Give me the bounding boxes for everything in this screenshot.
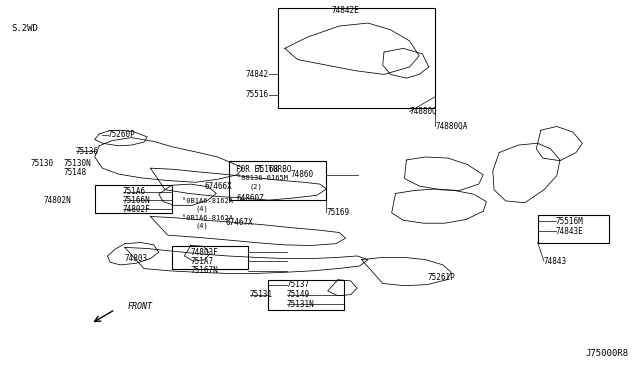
Text: 75130N: 75130N [64, 159, 92, 168]
Text: 74802N: 74802N [44, 196, 71, 205]
Text: 74842: 74842 [246, 70, 269, 79]
Text: 75149: 75149 [287, 290, 310, 299]
Text: 75261P: 75261P [428, 273, 455, 282]
Text: 64860Z: 64860Z [237, 194, 264, 203]
Text: 74803F: 74803F [191, 248, 218, 257]
Text: 75136: 75136 [76, 147, 99, 155]
Text: 75166N: 75166N [123, 196, 150, 205]
Text: 74880QA: 74880QA [435, 122, 468, 131]
Text: 74802F: 74802F [123, 205, 150, 214]
Text: (4): (4) [195, 222, 208, 229]
Text: 67467X: 67467X [225, 218, 253, 227]
Text: 75516M: 75516M [556, 217, 583, 226]
Text: 67466X: 67466X [205, 182, 232, 191]
Text: 751A7: 751A7 [191, 257, 214, 266]
Text: 74860: 74860 [291, 170, 314, 179]
Text: FRONT: FRONT [128, 302, 153, 311]
Text: 75131N: 75131N [287, 300, 314, 309]
Text: 75167N: 75167N [191, 266, 218, 275]
Text: J75000R8: J75000R8 [586, 349, 628, 358]
Text: 75516: 75516 [246, 90, 269, 99]
Text: 75130: 75130 [31, 159, 54, 168]
Text: 74880Q: 74880Q [410, 107, 437, 116]
Text: °0B1A6-8162A: °0B1A6-8162A [182, 198, 234, 204]
Text: 751A6: 751A6 [123, 187, 146, 196]
Text: 75131: 75131 [250, 290, 273, 299]
Text: 75260P: 75260P [108, 130, 135, 139]
Text: 74843E: 74843E [556, 227, 583, 236]
Text: 74803: 74803 [125, 254, 148, 263]
Text: 75148: 75148 [64, 169, 87, 177]
Text: 75169: 75169 [326, 208, 349, 217]
Text: 74842E: 74842E [332, 6, 359, 15]
Text: FOR EL TURBO: FOR EL TURBO [236, 165, 291, 174]
Text: °08136-6165M: °08136-6165M [237, 175, 288, 181]
Text: (4): (4) [195, 205, 208, 212]
Text: 75168: 75168 [256, 165, 279, 174]
Text: 75137: 75137 [287, 280, 310, 289]
Text: °0B1A6-8162A: °0B1A6-8162A [182, 215, 234, 221]
Text: (2): (2) [250, 183, 262, 189]
Text: 74843: 74843 [544, 257, 567, 266]
Text: S.2WD: S.2WD [12, 24, 38, 33]
